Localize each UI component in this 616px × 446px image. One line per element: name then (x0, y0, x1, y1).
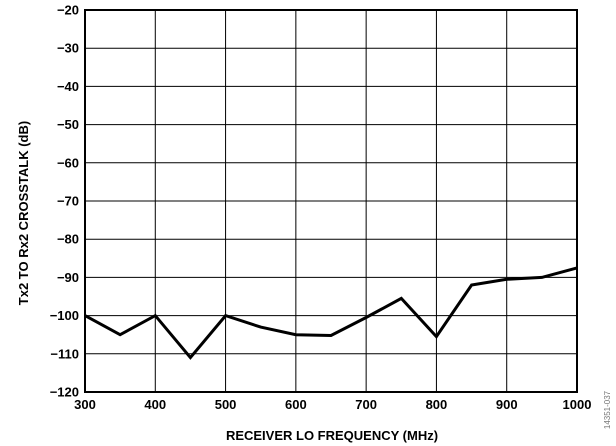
plot-frame (84, 9, 578, 393)
y-tick-label: −80 (57, 232, 79, 247)
x-tick-label: 400 (144, 397, 166, 412)
tick-labels: 300 400 500 600 700 800 900 1000 −20 −30 −40 −50 −60… (50, 3, 592, 413)
x-tick-label: 700 (355, 397, 377, 412)
x-axis-title: RECEIVER LO FREQUENCY (MHz) (226, 428, 438, 443)
y-tick-label: −120 (50, 385, 79, 400)
y-tick-label: −100 (50, 308, 79, 323)
y-tick-label: −60 (57, 155, 79, 170)
x-tick-label: 600 (285, 397, 307, 412)
data-series (84, 266, 578, 360)
y-tick-label: −50 (57, 117, 79, 132)
y-tick-label: −30 (57, 41, 79, 56)
y-tick-label: −90 (57, 270, 79, 285)
y-tick-label: −40 (57, 79, 79, 94)
grid (84, 9, 578, 393)
crosstalk-line (84, 266, 578, 360)
figure-id: 14351-037 (603, 390, 612, 429)
x-tick-label: 900 (496, 397, 518, 412)
x-tick-label: 500 (215, 397, 237, 412)
x-tick-label: 800 (426, 397, 448, 412)
x-tick-label: 1000 (563, 397, 592, 412)
y-tick-label: −70 (57, 194, 79, 209)
y-tick-label: −20 (57, 3, 79, 18)
x-tick-label: 300 (74, 397, 96, 412)
y-axis-title: Tx2 TO Rx2 CROSSTALK (dB) (16, 121, 31, 305)
y-tick-label: −110 (50, 346, 79, 361)
